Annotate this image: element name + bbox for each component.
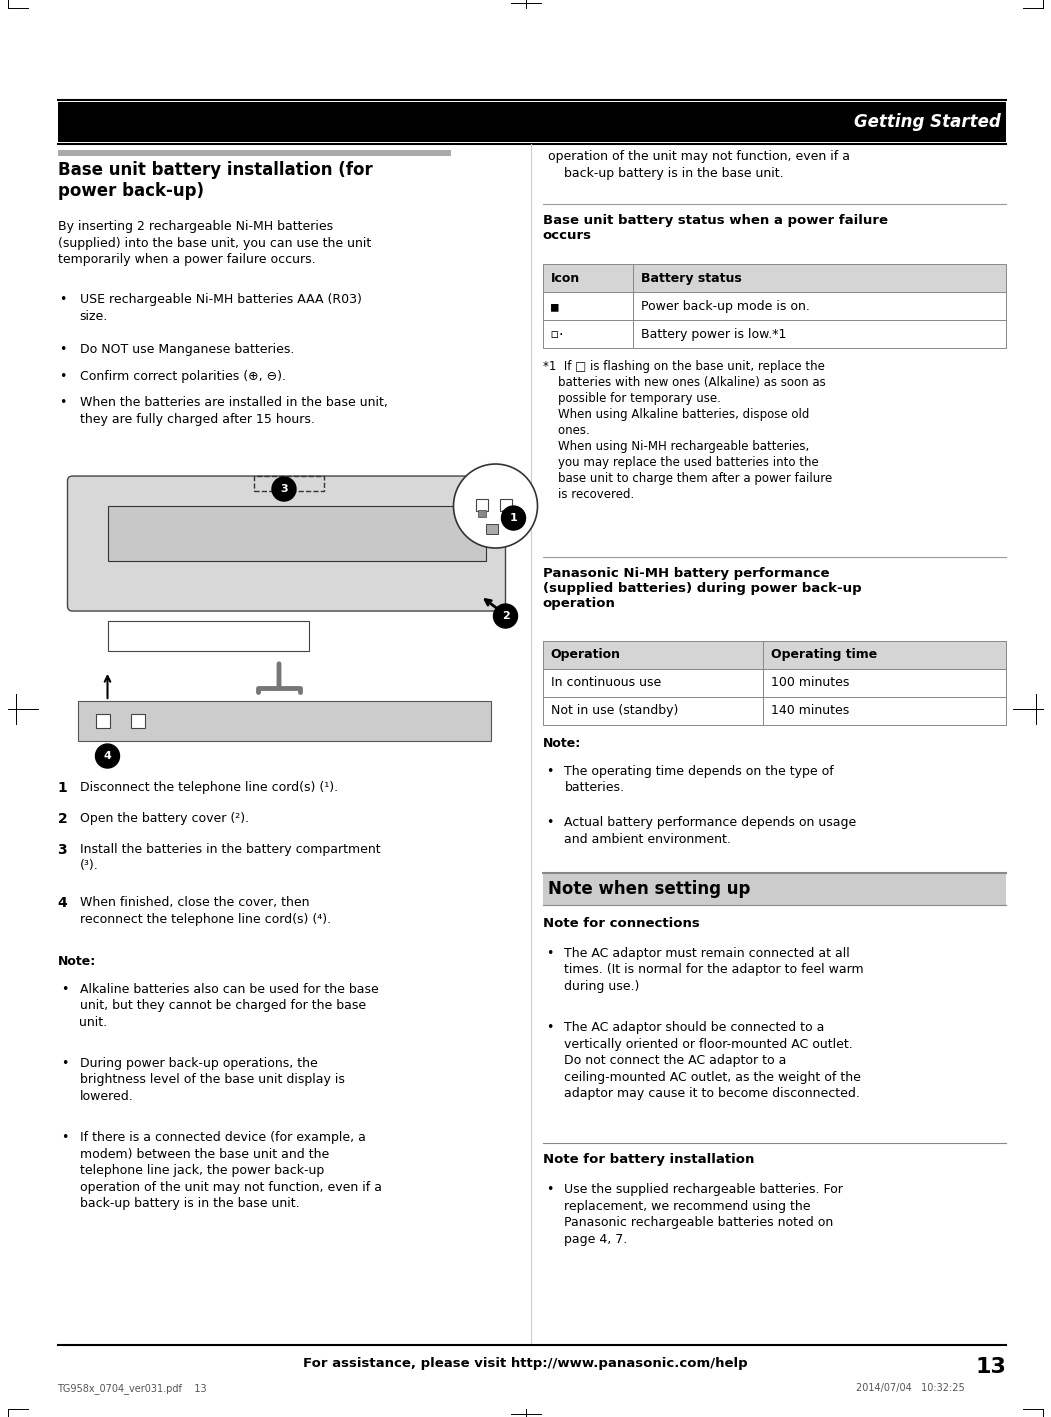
Text: •: •: [547, 765, 554, 778]
Text: Icon: Icon: [551, 272, 580, 285]
Bar: [96, 714, 109, 728]
Bar: [499, 499, 512, 512]
Text: Battery status: Battery status: [640, 272, 741, 285]
Text: Note for battery installation: Note for battery installation: [542, 1153, 754, 1166]
Text: Power back-up mode is on.: Power back-up mode is on.: [640, 300, 809, 313]
Text: The AC adaptor should be connected to a
vertically oriented or floor-mounted AC : The AC adaptor should be connected to a …: [564, 1022, 862, 1100]
Bar: [78, 701, 491, 741]
Text: By inserting 2 rechargeable Ni-MH batteries
(supplied) into the base unit, you c: By inserting 2 rechargeable Ni-MH batter…: [58, 220, 371, 266]
Bar: [542, 640, 1006, 669]
Bar: [130, 714, 144, 728]
Bar: [542, 873, 1006, 905]
Text: When the batteries are installed in the base unit,
they are fully charged after : When the batteries are installed in the …: [80, 397, 388, 427]
Text: •: •: [547, 1183, 554, 1196]
Text: •: •: [547, 1022, 554, 1034]
Text: •: •: [62, 1057, 69, 1070]
Text: •: •: [60, 370, 67, 383]
Text: *1  If □ is flashing on the base unit, replace the
    batteries with new ones (: *1 If □ is flashing on the base unit, re…: [542, 360, 831, 502]
Text: 1: 1: [510, 513, 517, 523]
Text: Install the batteries in the battery compartment
(³).: Install the batteries in the battery com…: [80, 843, 380, 871]
Bar: [542, 320, 1006, 349]
Text: •: •: [62, 1131, 69, 1144]
Text: USE rechargeable Ni-MH batteries AAA (R03)
size.: USE rechargeable Ni-MH batteries AAA (R0…: [80, 293, 362, 323]
Text: Note when setting up: Note when setting up: [548, 880, 749, 898]
Text: Open the battery cover (²).: Open the battery cover (²).: [80, 812, 249, 825]
Bar: [107, 506, 486, 561]
Circle shape: [494, 604, 517, 628]
Bar: [254, 476, 324, 492]
FancyBboxPatch shape: [67, 476, 506, 611]
Text: Operating time: Operating time: [770, 649, 877, 662]
Bar: [58, 150, 451, 156]
Text: During power back-up operations, the
brightness level of the base unit display i: During power back-up operations, the bri…: [80, 1057, 345, 1102]
Text: 3: 3: [58, 843, 67, 857]
Text: Panasonic Ni-MH battery performance
(supplied batteries) during power back-up
op: Panasonic Ni-MH battery performance (sup…: [542, 567, 861, 609]
Text: Note:: Note:: [58, 955, 96, 968]
Text: Not in use (standby): Not in use (standby): [551, 704, 678, 717]
Bar: [486, 524, 497, 534]
Text: 140 minutes: 140 minutes: [770, 704, 849, 717]
Circle shape: [96, 744, 120, 768]
Text: Battery power is low.*1: Battery power is low.*1: [640, 327, 786, 341]
Text: If there is a connected device (for example, a
modem) between the base unit and : If there is a connected device (for exam…: [80, 1131, 382, 1210]
Text: Do NOT use Manganese batteries.: Do NOT use Manganese batteries.: [80, 343, 294, 356]
Text: Actual battery performance depends on usage
and ambient environment.: Actual battery performance depends on us…: [564, 816, 857, 846]
Text: •: •: [60, 343, 67, 356]
Text: 1: 1: [58, 781, 67, 795]
Text: 4: 4: [58, 896, 67, 910]
Text: •: •: [547, 816, 554, 829]
Text: Operation: Operation: [551, 649, 620, 662]
Text: 100 minutes: 100 minutes: [770, 676, 849, 690]
Bar: [477, 510, 486, 517]
Circle shape: [501, 506, 526, 530]
Text: TG958x_0704_ver031.pdf    13: TG958x_0704_ver031.pdf 13: [58, 1383, 207, 1394]
Bar: [542, 292, 1006, 320]
Bar: [542, 265, 1006, 292]
Text: operation of the unit may not function, even if a
    back-up battery is in the : operation of the unit may not function, …: [549, 150, 850, 180]
Circle shape: [453, 463, 537, 548]
Bar: [475, 499, 488, 512]
Text: 13: 13: [975, 1357, 1006, 1377]
Circle shape: [272, 478, 296, 502]
Text: •: •: [62, 982, 69, 996]
Text: 2: 2: [58, 812, 67, 826]
Text: Note:: Note:: [542, 737, 581, 750]
Text: •: •: [547, 947, 554, 959]
Bar: [58, 102, 1006, 142]
Text: When finished, close the cover, then
reconnect the telephone line cord(s) (⁴).: When finished, close the cover, then rec…: [80, 896, 331, 925]
Text: Disconnect the telephone line cord(s) (¹).: Disconnect the telephone line cord(s) (¹…: [80, 781, 337, 794]
Bar: [542, 669, 1006, 697]
Text: ◻·: ◻·: [551, 327, 565, 341]
Bar: [542, 697, 1006, 726]
Text: 4: 4: [104, 751, 111, 761]
Text: Base unit battery installation (for
power back-up): Base unit battery installation (for powe…: [58, 162, 372, 200]
Bar: [501, 510, 510, 517]
Text: ■: ■: [551, 300, 558, 313]
Text: Use the supplied rechargeable batteries. For
replacement, we recommend using the: Use the supplied rechargeable batteries.…: [564, 1183, 843, 1246]
Text: 2: 2: [501, 611, 510, 621]
Text: 3: 3: [281, 485, 288, 495]
Text: Alkaline batteries also can be used for the base
unit, but they cannot be charge: Alkaline batteries also can be used for …: [80, 982, 378, 1029]
Text: The operating time depends on the type of
batteries.: The operating time depends on the type o…: [564, 765, 834, 794]
Text: For assistance, please visit http://www.panasonic.com/help: For assistance, please visit http://www.…: [303, 1357, 748, 1370]
Bar: [107, 621, 309, 650]
Text: In continuous use: In continuous use: [551, 676, 661, 690]
Text: Note for connections: Note for connections: [542, 917, 699, 930]
Text: •: •: [60, 397, 67, 410]
Text: Base unit battery status when a power failure
occurs: Base unit battery status when a power fa…: [542, 214, 887, 241]
Text: •: •: [60, 293, 67, 306]
Text: Confirm correct polarities (⊕, ⊖).: Confirm correct polarities (⊕, ⊖).: [80, 370, 286, 383]
Text: Getting Started: Getting Started: [854, 113, 1001, 130]
Text: The AC adaptor must remain connected at all
times. (It is normal for the adaptor: The AC adaptor must remain connected at …: [564, 947, 864, 993]
Text: 2014/07/04   10:32:25: 2014/07/04 10:32:25: [856, 1383, 965, 1393]
